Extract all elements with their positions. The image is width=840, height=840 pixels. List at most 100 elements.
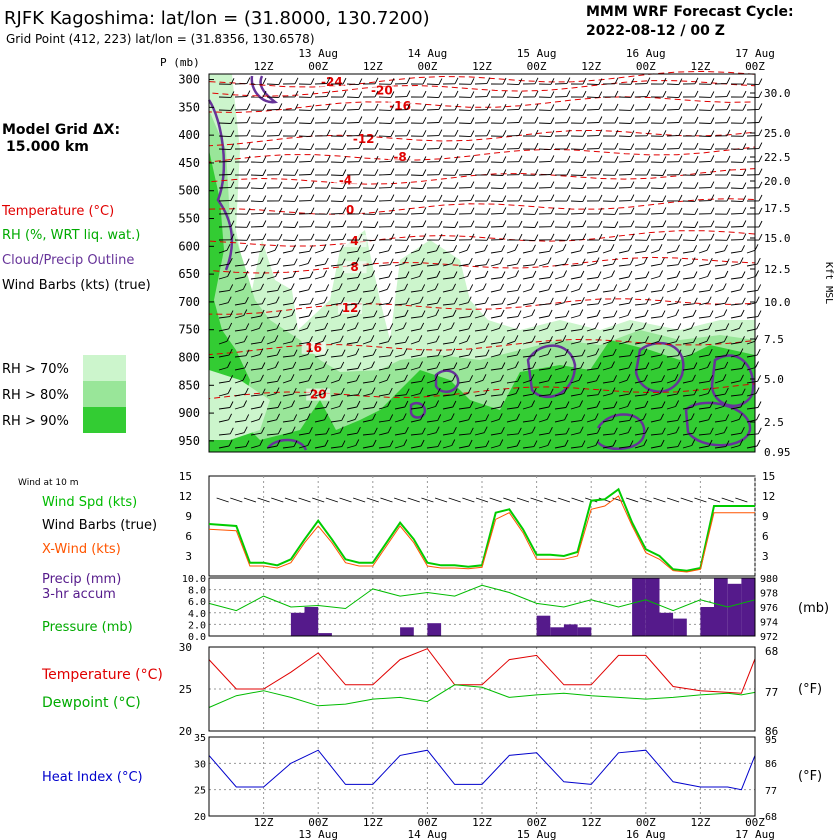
wind-barb (474, 258, 490, 267)
barb-staff (602, 407, 615, 410)
barb-staff (474, 302, 486, 306)
barb-flag (243, 400, 248, 407)
barb-staff (618, 264, 631, 267)
barb-flag (309, 336, 313, 343)
wind-barb (442, 362, 458, 371)
wind-barb (650, 310, 666, 319)
wind-barb (586, 309, 601, 319)
wind-barb (250, 220, 267, 228)
barb-flag (565, 284, 570, 291)
surface-barb (421, 497, 434, 503)
barb-staff (378, 367, 389, 371)
barb-staff (282, 419, 294, 423)
barb-staff (330, 288, 340, 293)
barb-staff (234, 302, 246, 306)
wind-barb (250, 309, 265, 319)
barb-staff (266, 302, 277, 306)
wind-barb (650, 244, 663, 254)
wind-barb (522, 309, 536, 319)
wind-barb (394, 245, 410, 254)
wind-barb (378, 323, 394, 332)
barb-flag (531, 426, 536, 433)
barb-flag (582, 130, 587, 137)
barb-flag (326, 142, 331, 150)
barb-flag (614, 182, 619, 189)
wind-barb (650, 207, 667, 215)
barb-staff (314, 433, 327, 436)
p-axis-label: P (mb) (160, 56, 200, 69)
wind-barb (570, 270, 585, 280)
wind-barb (362, 169, 379, 176)
wind-tick-label-right: 9 (762, 510, 769, 523)
barb-flag (454, 155, 459, 163)
barb-flag (613, 427, 618, 435)
wind-barb (442, 413, 455, 423)
barb-flag (678, 155, 683, 162)
barb-flag (627, 400, 632, 407)
wind-barb (458, 284, 474, 293)
wind-barb (586, 426, 601, 436)
wind-barb (330, 182, 347, 190)
wind-barb (410, 233, 427, 241)
isotherm-label: 12 (342, 301, 359, 315)
wind-barb (250, 400, 265, 410)
wind-barb (714, 234, 731, 241)
barb-flag (246, 221, 251, 228)
wind-barb (298, 413, 311, 423)
barb-flag (358, 168, 363, 175)
barb-staff (378, 446, 391, 449)
barb-flag (726, 221, 731, 228)
barb-flag (630, 168, 635, 175)
wind-barb (282, 195, 299, 202)
barb-staff (250, 380, 261, 384)
wind-barb (330, 309, 344, 319)
barb-flag (613, 375, 618, 382)
wind-barb (698, 284, 714, 293)
barb-staff (314, 354, 326, 358)
wind-barb (266, 155, 283, 163)
barb-flag (403, 257, 408, 264)
barb-flag (533, 414, 538, 421)
barb-flag (308, 374, 312, 382)
barb-staff (634, 289, 645, 293)
barb-staff (458, 249, 468, 254)
barb-flag (598, 194, 603, 202)
wind-barb (458, 439, 473, 449)
wind-barb (698, 143, 715, 151)
barb-staff (378, 135, 391, 138)
barb-flag (358, 220, 363, 228)
precip-bar (632, 578, 646, 636)
barb-flag (642, 413, 647, 420)
barb-flag (438, 168, 443, 175)
wind-barb (666, 283, 679, 293)
barb-staff (666, 393, 678, 397)
barb-flag (498, 322, 503, 329)
barb-staff (346, 380, 357, 384)
wind-barb (314, 244, 327, 254)
barb-flag (435, 335, 440, 342)
wind-barb (666, 387, 681, 397)
barb-flag (356, 400, 361, 408)
barb-staff (330, 419, 342, 423)
barb-flag (518, 78, 523, 85)
barb-staff (650, 419, 661, 423)
kft-tick-label: 15.0 (764, 232, 791, 245)
bottom-day-label: 14 Aug (408, 828, 448, 840)
wind-barb (570, 233, 587, 241)
wind-barb (218, 322, 233, 332)
wind-barb (682, 400, 697, 410)
wind-barb (698, 233, 715, 241)
barb-flag (387, 335, 392, 342)
barb-flag (675, 309, 680, 316)
barb-flag (758, 129, 763, 136)
wind-barb (730, 309, 745, 319)
barb-flag (451, 348, 456, 355)
wind-barb (666, 309, 680, 319)
barb-flag (259, 257, 264, 264)
wind-barb (298, 91, 315, 98)
wind-barb (746, 207, 763, 215)
wind-barb (250, 374, 264, 384)
barb-staff (618, 174, 631, 176)
barb-flag (467, 296, 472, 303)
temperature-panel-frame (208, 646, 756, 732)
